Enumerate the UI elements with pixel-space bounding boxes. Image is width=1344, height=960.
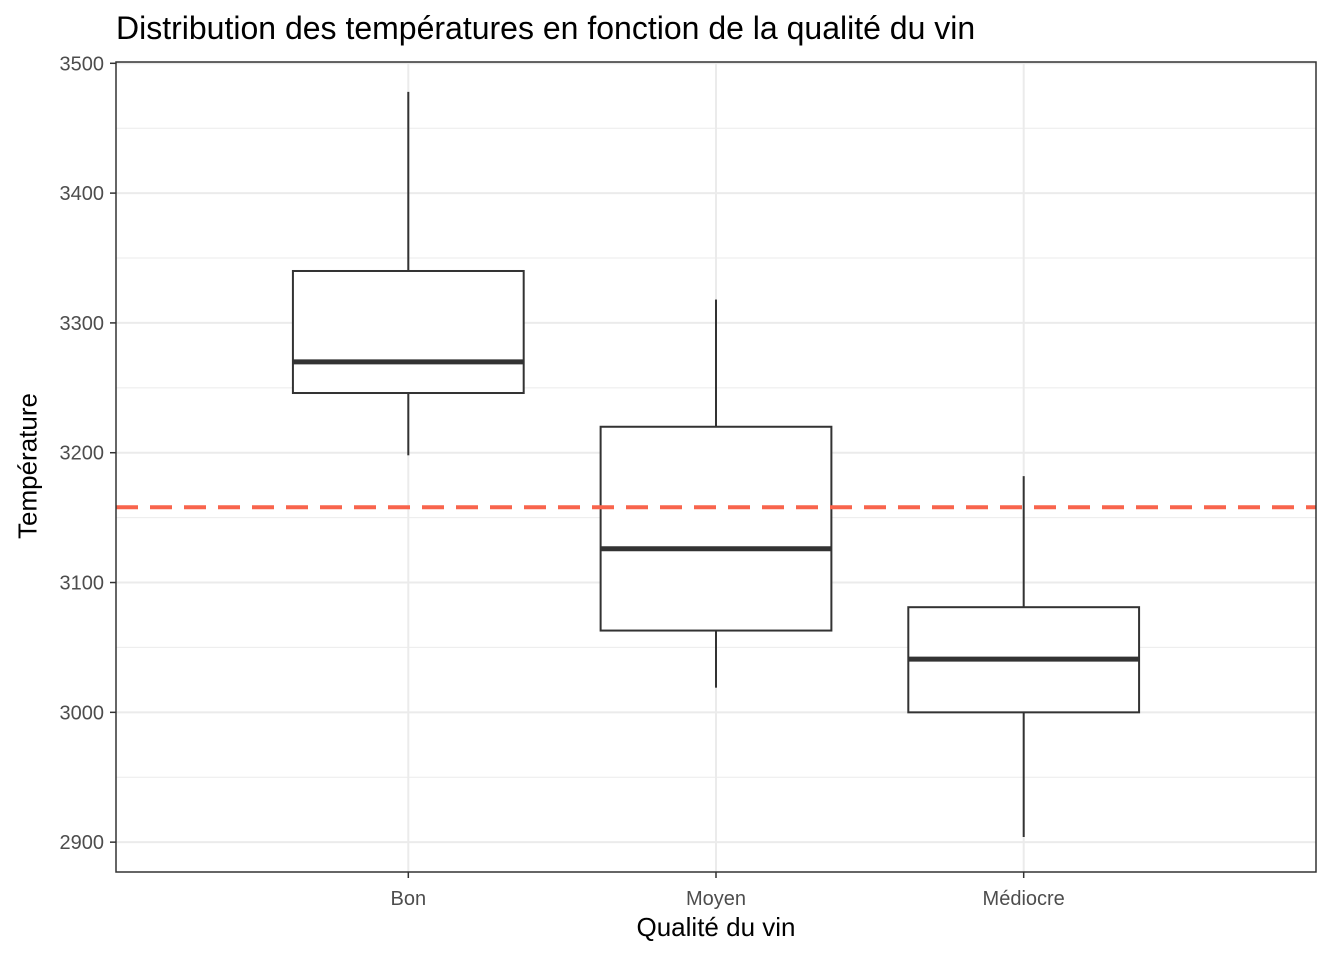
x-axis-label: Qualité du vin	[636, 912, 796, 942]
box-1	[291, 91, 525, 456]
y-tick-label: 3200	[60, 443, 105, 465]
y-tick-label: 3400	[60, 183, 105, 205]
x-tick-label: Médiocre	[983, 888, 1065, 910]
y-tick-label: 3000	[60, 702, 105, 724]
y-tick-label: 3100	[60, 573, 105, 595]
chart-title: Distribution des températures en fonctio…	[116, 10, 976, 46]
x-tick-label: Moyen	[686, 888, 746, 910]
y-tick-label: 3500	[60, 53, 105, 75]
y-tick-label: 3300	[60, 313, 105, 335]
box-3	[907, 476, 1141, 837]
y-axis-label: Température	[12, 393, 43, 539]
x-tick-label: Bon	[391, 888, 427, 910]
y-tick-label: 2900	[60, 832, 105, 854]
y-axis-ticks: 2900 3000 3100 3200 3300 3400 3500	[60, 53, 116, 854]
box-layer	[291, 91, 1141, 837]
box-iqr	[291, 269, 525, 395]
x-axis-ticks: Bon Moyen Médiocre	[391, 872, 1065, 910]
box-iqr	[599, 425, 833, 632]
box-2	[599, 299, 833, 688]
